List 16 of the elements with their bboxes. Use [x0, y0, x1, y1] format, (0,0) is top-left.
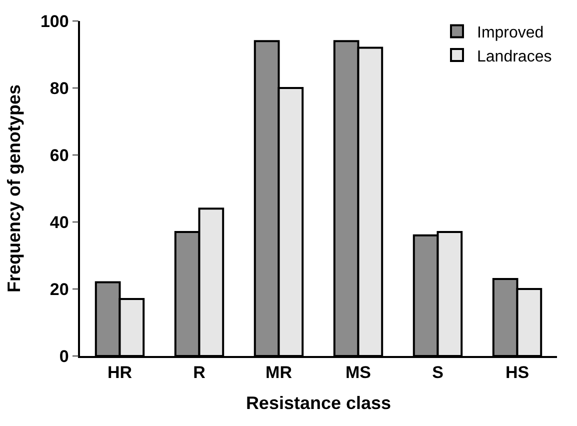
x-tick-label: R: [193, 363, 206, 382]
x-tick-label: MR: [266, 363, 292, 382]
y-tick-label: 40: [50, 212, 69, 232]
x-tick-label: HS: [505, 363, 530, 382]
y-tick-label: 0: [59, 346, 69, 366]
x-tick-label: HR: [107, 363, 132, 382]
x-tick-label: MS: [346, 363, 371, 382]
y-tick-label: 80: [50, 78, 69, 98]
x-axis-title: Resistance class: [246, 392, 392, 413]
y-axis-title: Frequency of genotypes: [4, 84, 24, 293]
y-tick-label: 60: [50, 146, 69, 165]
y-tick-label: 100: [40, 12, 69, 31]
legend-label: Landraces: [477, 48, 552, 66]
legend-label: Improved: [477, 24, 544, 42]
y-tick-label: 20: [50, 280, 69, 299]
x-tick-label: S: [432, 363, 444, 382]
